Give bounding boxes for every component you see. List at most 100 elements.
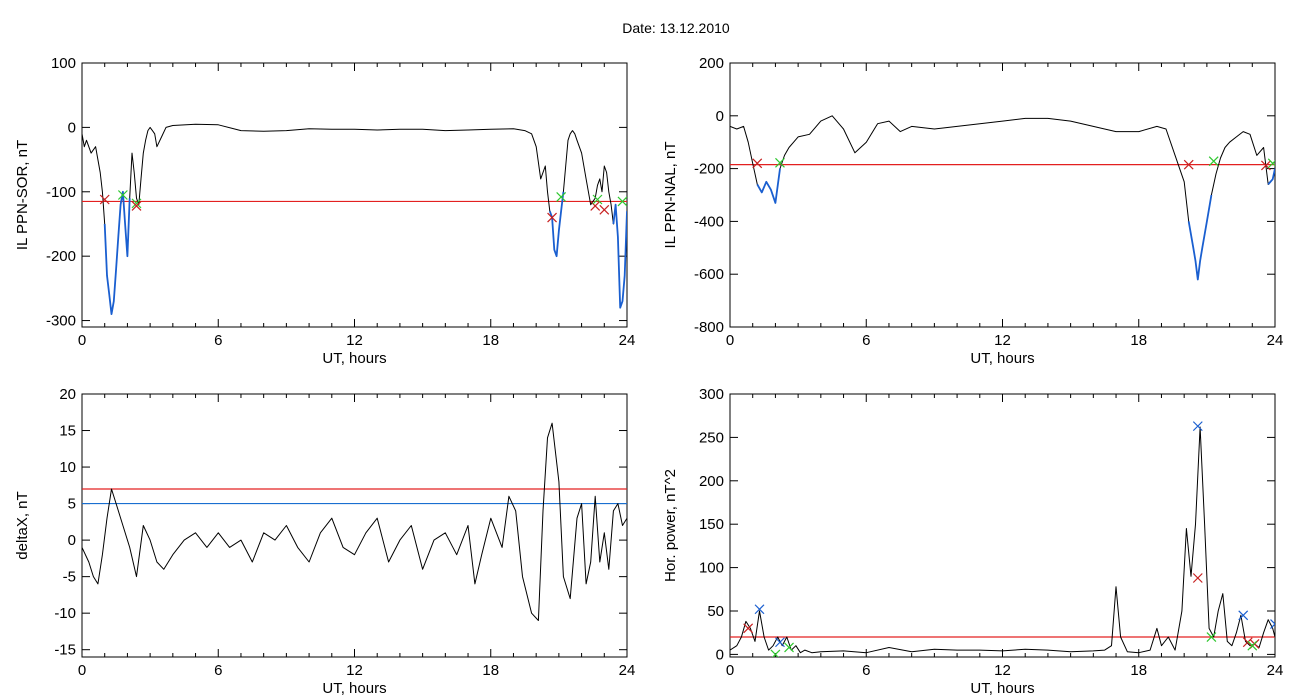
highlight-segment [1267,168,1275,185]
y-axis-label: deltaX, nT [14,491,31,559]
event-marker [1267,158,1275,169]
x-axis-label: UT, hours [322,350,386,367]
y-tick-label: 300 [699,386,724,403]
event-marker [1247,640,1258,651]
y-tick-label: 20 [59,386,76,403]
event-marker [131,198,142,209]
y-tick-label: -200 [694,161,724,178]
x-tick-label: 6 [862,662,870,679]
series-line [730,426,1275,654]
event-marker [547,212,557,223]
figure-title: Date: 13.12.2010 [622,20,730,36]
x-tick-label: 24 [619,332,636,349]
x-axis-label: UT, hours [322,680,386,697]
y-tick-label: 100 [51,55,76,72]
plot-area [82,422,627,621]
x-tick-label: 18 [1130,332,1147,349]
highlight-segment [1187,194,1213,281]
plot-area [730,115,1275,281]
event-marker [590,201,601,211]
y-tick-label: 0 [68,532,76,549]
plot-frame [729,393,1276,658]
event-marker [1208,156,1219,167]
x-tick-label: 12 [346,662,363,679]
plot-area [82,123,627,316]
event-marker [775,637,785,648]
y-tick-label: -800 [694,319,724,336]
y-tick-label: 250 [699,429,724,446]
event-marker [743,623,754,634]
y-axis-label: IL PPN-NAL, nT [662,142,679,249]
y-tick-label: 100 [699,560,724,577]
y-tick-label: 0 [716,646,724,663]
event-marker [1192,573,1203,583]
y-tick-label: -200 [46,248,76,265]
y-tick-label: 150 [699,516,724,533]
y-tick-label: -400 [694,213,724,230]
event-marker [1206,632,1217,642]
x-tick-label: 0 [726,332,734,349]
x-tick-label: 12 [994,662,1011,679]
y-tick-label: -300 [46,313,76,330]
x-tick-label: 24 [1267,662,1284,679]
y-tick-label: 0 [716,108,724,125]
panel-3-deltax: 0 6 12 18 24 -15 -10 -5 0 5 10 15 20 UT, hours deltaX,… [14,386,635,697]
x-tick-label: 12 [994,332,1011,349]
y-tick-label: -5 [63,569,76,586]
panel-2-ppn-nal: 0 6 12 18 24 -800 -600 -400 -200 0 200 UT, hours IL … [662,55,1283,367]
x-axis-label: UT, hours [970,680,1034,697]
event-marker [770,649,781,657]
series-line [730,115,1275,280]
y-axis-label: Hor. power, nT^2 [662,469,679,582]
y-tick-label: 200 [699,55,724,72]
plot-frame [729,62,1276,328]
event-marker [1260,160,1271,171]
highlight-segment [756,168,781,204]
x-tick-label: 6 [214,332,222,349]
y-tick-label: 200 [699,473,724,490]
y-tick-label: -15 [54,642,76,659]
event-marker [784,642,794,653]
event-marker [592,194,603,205]
plot-area [730,421,1275,657]
event-marker [599,204,610,215]
x-tick-label: 18 [482,662,499,679]
y-axis-label: IL PPN-SOR, nT [14,140,31,250]
y-tick-label: -600 [694,266,724,283]
panel-4-hor-power: 0 6 12 18 24 0 50 100 150 200 250 300 UT, hours Hor. … [662,386,1283,697]
series-line [82,123,627,315]
x-tick-label: 0 [726,662,734,679]
highlight-segment [612,203,627,309]
x-tick-label: 24 [619,662,636,679]
event-marker [754,604,765,615]
x-tick-label: 18 [482,332,499,349]
event-marker [1183,159,1194,170]
plot-frame [81,62,628,328]
y-tick-label: 15 [59,423,76,440]
event-marker [556,192,567,202]
event-marker [1238,610,1249,621]
panel-1-ppn-sor: 0 6 12 18 24 -300 -200 -100 0 100 UT, hours IL PPN-… [14,55,635,367]
highlight-segment [103,190,131,316]
y-tick-label: 50 [707,603,724,620]
y-tick-label: 5 [68,496,76,513]
y-tick-label: -100 [46,184,76,201]
series-line [82,422,627,621]
event-marker [1242,637,1253,648]
event-marker [99,194,110,205]
y-tick-label: -10 [54,605,76,622]
x-axis-label: UT, hours [970,350,1034,367]
x-tick-label: 24 [1267,332,1284,349]
event-marker [1192,421,1203,432]
y-tick-label: 10 [59,459,76,476]
plot-frame [81,393,628,658]
event-marker [117,190,128,200]
event-marker [752,158,763,169]
x-tick-label: 12 [346,332,363,349]
event-marker [617,196,627,207]
event-marker [775,157,785,168]
x-tick-label: 6 [214,662,222,679]
x-tick-label: 0 [78,662,86,679]
y-tick-label: 0 [68,119,76,136]
